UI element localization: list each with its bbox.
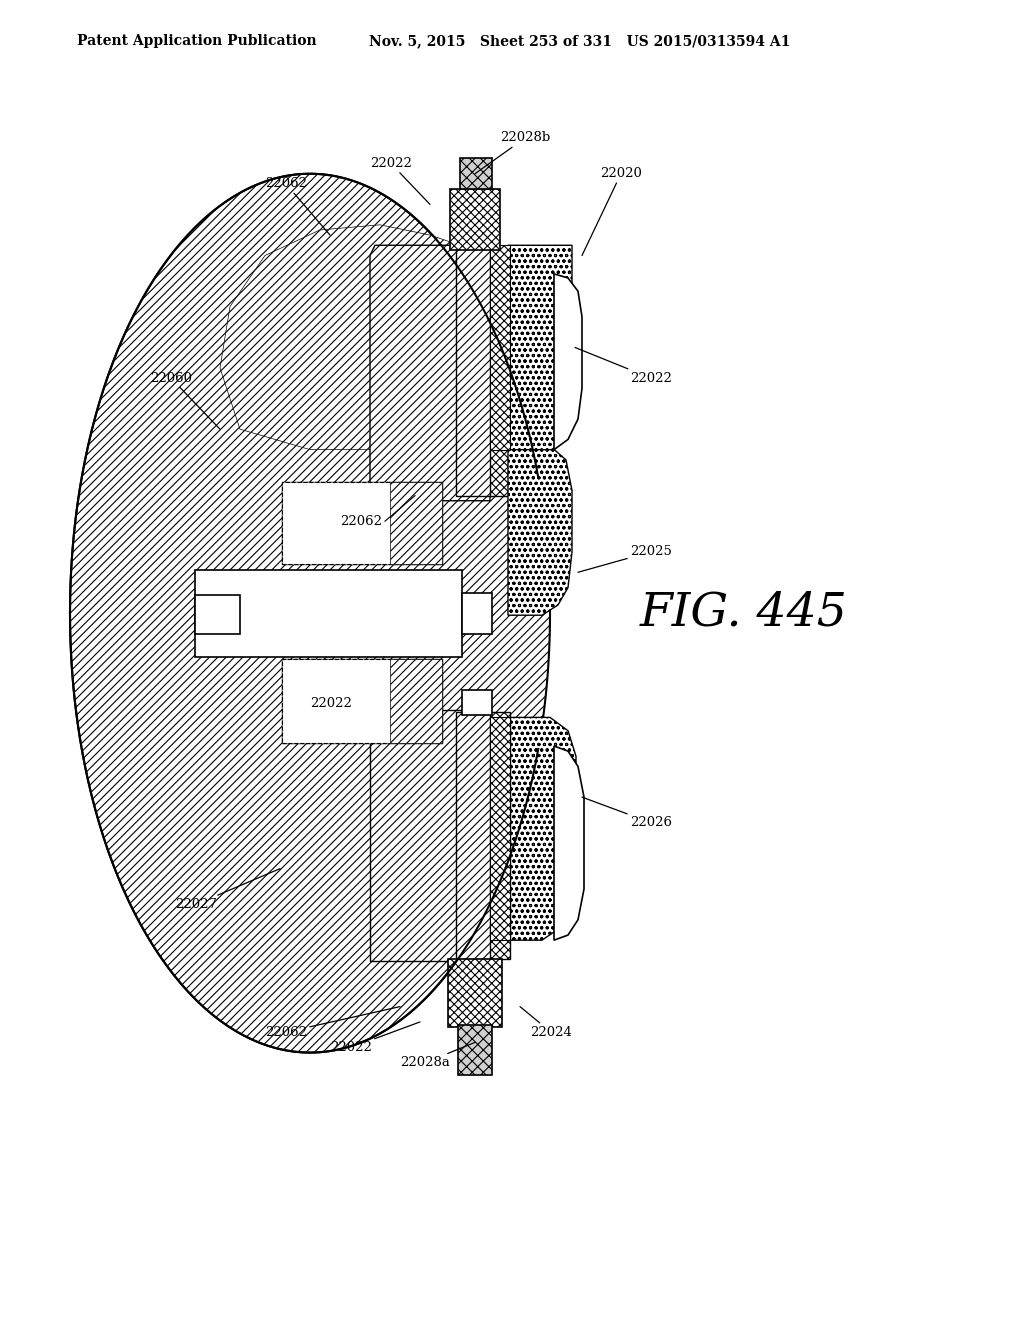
Polygon shape — [390, 482, 442, 564]
Polygon shape — [460, 158, 492, 189]
Text: 22020: 22020 — [582, 168, 642, 256]
Text: 22022: 22022 — [370, 157, 430, 205]
Text: Patent Application Publication: Patent Application Publication — [77, 34, 316, 48]
Polygon shape — [282, 482, 442, 564]
Text: FIG. 445: FIG. 445 — [640, 590, 848, 636]
Text: 22062: 22062 — [340, 515, 382, 528]
Text: 22028b: 22028b — [475, 132, 550, 174]
Text: 22022: 22022 — [575, 347, 672, 384]
Text: 22060: 22060 — [150, 372, 220, 429]
Text: 22027: 22027 — [175, 869, 280, 911]
Text: 22026: 22026 — [582, 797, 672, 829]
Text: 22024: 22024 — [520, 1007, 571, 1039]
Text: 22028a: 22028a — [400, 1043, 475, 1069]
FancyBboxPatch shape — [282, 659, 442, 743]
Polygon shape — [508, 717, 575, 940]
Polygon shape — [456, 713, 492, 958]
Text: 22062: 22062 — [265, 177, 330, 235]
Polygon shape — [490, 247, 510, 495]
Polygon shape — [508, 447, 572, 615]
Text: 22022: 22022 — [310, 697, 352, 710]
Polygon shape — [490, 713, 510, 958]
Polygon shape — [462, 593, 492, 634]
Polygon shape — [554, 746, 584, 940]
Polygon shape — [456, 247, 492, 495]
Text: 22025: 22025 — [578, 545, 672, 573]
Polygon shape — [390, 659, 442, 743]
Polygon shape — [370, 710, 490, 961]
Polygon shape — [508, 246, 572, 450]
Text: 22062: 22062 — [265, 1007, 400, 1039]
Text: Nov. 5, 2015   Sheet 253 of 331   US 2015/0313594 A1: Nov. 5, 2015 Sheet 253 of 331 US 2015/03… — [369, 34, 790, 48]
Polygon shape — [449, 958, 502, 1027]
Polygon shape — [282, 659, 442, 743]
Polygon shape — [462, 690, 492, 715]
Polygon shape — [70, 174, 550, 1052]
Polygon shape — [450, 189, 500, 251]
Polygon shape — [195, 595, 240, 634]
Polygon shape — [195, 570, 462, 657]
FancyBboxPatch shape — [282, 482, 442, 564]
Polygon shape — [490, 246, 510, 450]
Polygon shape — [490, 717, 510, 940]
Polygon shape — [554, 273, 582, 450]
Polygon shape — [458, 1026, 492, 1074]
Text: 22022: 22022 — [330, 1022, 420, 1053]
Polygon shape — [220, 224, 460, 450]
Polygon shape — [370, 246, 490, 500]
